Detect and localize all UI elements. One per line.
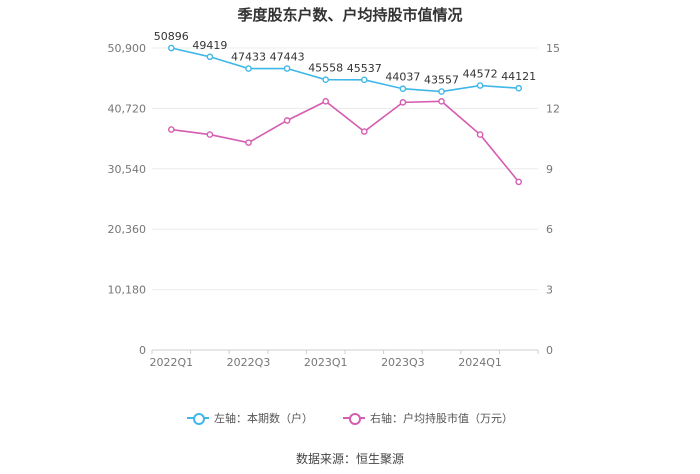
series-0-point [206, 53, 214, 61]
x-axis-tick-label: 2023Q1 [304, 356, 348, 369]
data-label: 47443 [270, 51, 305, 64]
series-0-point [245, 65, 252, 72]
legend-label-households: 左轴：本期数（户） [214, 412, 313, 425]
right-axis-tick-label: 0 [546, 344, 553, 357]
series-1-point [438, 98, 445, 105]
legend: 左轴：本期数（户） 右轴：户均持股市值（万元） [0, 410, 700, 426]
chart-title: 季度股东户数、户均持股市值情况 [237, 6, 463, 24]
data-label: 43557 [424, 74, 459, 87]
right-axis-tick-label: 3 [546, 284, 553, 297]
data-label: 45558 [308, 62, 343, 75]
series-0-point [360, 76, 368, 84]
x-axis-tick-label: 2022Q1 [149, 356, 193, 369]
left-axis-tick-label: 20,360 [108, 223, 147, 236]
series-1-point [245, 139, 252, 146]
series-0-point [399, 85, 407, 93]
right-axis-tick-label: 12 [546, 102, 560, 115]
x-axis-tick-label: 2024Q1 [458, 356, 502, 369]
legend-swatch-avg-value [343, 412, 365, 425]
series-1-point [515, 178, 523, 186]
data-label: 50896 [154, 30, 189, 43]
data-label: 44037 [385, 71, 420, 84]
data-label: 49419 [192, 39, 227, 52]
series-1-point [322, 98, 330, 105]
series-1-point [360, 128, 368, 135]
series-0-point [438, 88, 445, 95]
left-axis-tick-label: 40,720 [108, 102, 147, 115]
x-axis-tick-label: 2023Q3 [381, 356, 425, 369]
data-label: 45537 [347, 62, 382, 75]
series-0-point [322, 76, 330, 83]
series-0-point [283, 65, 291, 72]
data-label: 44572 [463, 68, 498, 81]
left-axis-tick-label: 10,180 [108, 284, 147, 297]
x-axis-tick-label: 2022Q3 [227, 356, 271, 369]
series-1-point [206, 131, 214, 138]
legend-item-households[interactable]: 左轴：本期数（户） [187, 410, 313, 426]
series-1-point [399, 99, 407, 106]
series-0-point [167, 44, 175, 52]
data-label: 47433 [231, 51, 266, 64]
right-axis-tick-label: 6 [546, 223, 553, 236]
series-1-point [167, 126, 175, 133]
left-axis-tick-label: 50,900 [108, 42, 147, 55]
legend-label-avg-value: 右轴：户均持股市值（万元） [370, 412, 513, 425]
data-label: 44121 [501, 70, 536, 83]
legend-swatch-households [187, 412, 209, 425]
series-line-0 [171, 47, 519, 93]
left-axis-tick-label: 0 [139, 344, 146, 357]
series-1-point [283, 117, 291, 124]
right-axis-tick-label: 15 [546, 42, 560, 55]
data-source: 数据来源：恒生聚源 [295, 452, 404, 466]
series-1-point [476, 131, 484, 138]
series-line-1 [171, 100, 520, 183]
left-axis-tick-label: 30,540 [108, 163, 147, 176]
legend-item-avg-value[interactable]: 右轴：户均持股市值（万元） [343, 410, 513, 426]
series-0-point [515, 84, 523, 92]
right-axis-tick-label: 9 [546, 163, 553, 176]
series-0-point [476, 82, 484, 89]
